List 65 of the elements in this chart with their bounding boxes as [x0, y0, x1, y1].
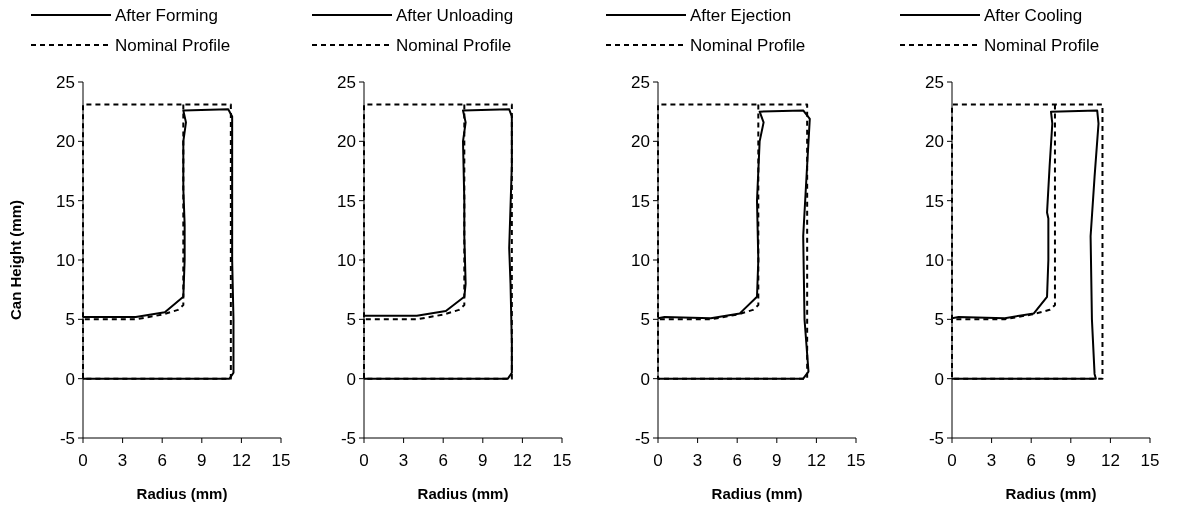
- legend-label: After Forming: [115, 5, 218, 25]
- legend-label: After Unloading: [396, 5, 514, 25]
- y-tick-label: -5: [928, 428, 944, 448]
- y-tick-label: 20: [337, 132, 356, 152]
- x-tick-label: 6: [732, 451, 742, 470]
- y-tick-label: 5: [640, 310, 650, 330]
- y-tick-label: 20: [631, 132, 650, 152]
- x-tick-label: 3: [692, 451, 703, 470]
- x-tick-label: 0: [78, 451, 88, 470]
- x-tick-label: 6: [438, 451, 448, 470]
- legend-label: Nominal Profile: [690, 35, 806, 55]
- x-tick-label: 0: [359, 451, 369, 470]
- legend-label: Nominal Profile: [115, 35, 231, 55]
- y-tick-label: 25: [631, 72, 650, 92]
- y-tick-label: 0: [934, 369, 944, 389]
- y-tick-label: 10: [631, 250, 650, 270]
- x-tick-label: 0: [653, 451, 663, 470]
- x-axis-title: Radius (mm): [711, 485, 803, 502]
- x-tick-label: 15: [1140, 451, 1160, 470]
- y-tick-label: 0: [640, 369, 650, 389]
- x-axis-title: Radius (mm): [417, 485, 509, 502]
- y-axis-title: Can Height (mm): [7, 200, 24, 320]
- x-tick-label: 15: [552, 451, 572, 470]
- y-tick-label: 25: [337, 72, 356, 92]
- x-tick-label: 9: [478, 451, 488, 470]
- y-tick-label: 15: [925, 191, 944, 211]
- y-tick-label: 10: [925, 250, 944, 270]
- x-tick-label: 12: [806, 451, 826, 470]
- y-tick-label: 25: [56, 72, 75, 92]
- legend-label: After Ejection: [690, 5, 792, 25]
- y-tick-label: 0: [65, 369, 75, 389]
- x-tick-label: 9: [1066, 451, 1076, 470]
- y-tick-label: 15: [337, 191, 356, 211]
- y-tick-label: 20: [925, 132, 944, 152]
- x-tick-label: 6: [157, 451, 167, 470]
- y-tick-label: 5: [346, 310, 356, 330]
- y-tick-label: 20: [56, 132, 75, 152]
- x-axis-title: Radius (mm): [136, 485, 228, 502]
- x-tick-label: 9: [197, 451, 207, 470]
- x-tick-label: 0: [947, 451, 957, 470]
- x-tick-label: 3: [986, 451, 997, 470]
- y-tick-label: -5: [634, 428, 650, 448]
- y-tick-label: -5: [340, 428, 356, 448]
- y-tick-label: 5: [934, 310, 944, 330]
- y-tick-label: -5: [59, 428, 75, 448]
- y-tick-label: 15: [56, 191, 75, 211]
- x-tick-label: 12: [1100, 451, 1120, 470]
- y-tick-label: 5: [65, 310, 75, 330]
- x-tick-label: 3: [117, 451, 128, 470]
- x-tick-label: 9: [772, 451, 782, 470]
- legend-label: Nominal Profile: [396, 35, 512, 55]
- x-tick-label: 15: [846, 451, 866, 470]
- x-tick-label: 3: [398, 451, 409, 470]
- x-tick-label: 12: [231, 451, 251, 470]
- x-tick-label: 15: [271, 451, 291, 470]
- y-tick-label: 25: [925, 72, 944, 92]
- x-tick-label: 12: [512, 451, 532, 470]
- x-axis-title: Radius (mm): [1005, 485, 1097, 502]
- legend-label: Nominal Profile: [984, 35, 1100, 55]
- y-tick-label: 10: [56, 250, 75, 270]
- y-tick-label: 0: [346, 369, 356, 389]
- y-tick-label: 10: [337, 250, 356, 270]
- x-tick-label: 6: [1026, 451, 1036, 470]
- legend-label: After Cooling: [984, 5, 1083, 25]
- y-tick-label: 15: [631, 191, 650, 211]
